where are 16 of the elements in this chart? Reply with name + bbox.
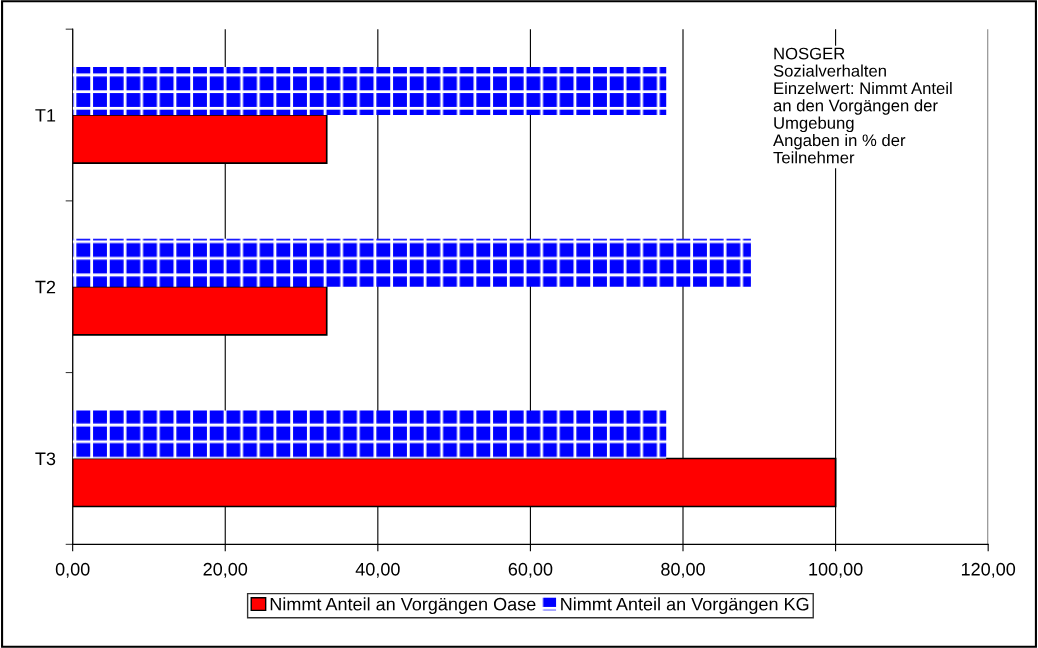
legend-label: Nimmt Anteil an Vorgängen KG xyxy=(561,597,809,615)
y-tick-label: T1 xyxy=(35,109,56,122)
x-tick-label: 100,00 xyxy=(809,562,863,578)
x-tick-label: 20,00 xyxy=(203,562,248,578)
bar xyxy=(72,66,667,116)
x-tick-label: 80,00 xyxy=(661,562,705,578)
bar xyxy=(72,238,751,287)
y-tick-label: T3 xyxy=(35,452,56,466)
x-tick-label: 60,00 xyxy=(508,562,553,578)
y-tick-label: T2 xyxy=(35,280,56,294)
annotation: NOSGER Sozialverhalten Einzelwert: Nimmt Anteil an den Vorgängen der Umgebung Angaben in % der Teilnehmer xyxy=(773,47,952,164)
bar xyxy=(72,410,667,459)
x-tick-label: 0,00 xyxy=(55,562,90,578)
x-tick-label: 120,00 xyxy=(961,562,1016,578)
legend-label: Nimmt Anteil an Vorgängen Oase xyxy=(270,597,536,615)
x-tick-label: 40,00 xyxy=(355,562,400,578)
